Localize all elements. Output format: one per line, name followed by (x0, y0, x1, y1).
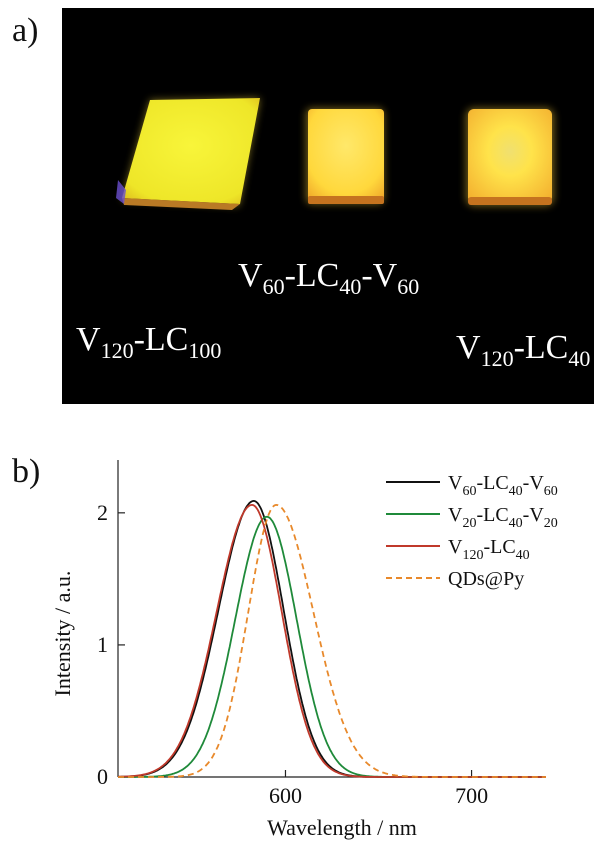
sample-edge-2 (308, 196, 384, 204)
series-line-1 (118, 499, 546, 778)
sample-edge-3 (468, 197, 552, 205)
y-tick-label: 2 (97, 500, 108, 525)
x-axis-label: Wavelength / nm (267, 815, 417, 840)
series-line-4 (118, 503, 546, 778)
sample-photo: V120-LC100 V60-LC40-V60 V120-LC40 (62, 8, 594, 404)
sample-label-2: V60-LC40-V60 (238, 257, 419, 299)
sample-chip-1 (122, 98, 260, 204)
chart-legend: V60-LC40-V60 V20-LC40-V20 V120-LC40 QDs@Py (386, 472, 558, 590)
chart-axes: 600 700 0 1 2 Wavelength / nm Intensity / a.u. (50, 460, 546, 840)
legend-label-1: V60-LC40-V60 (448, 472, 558, 499)
x-tick-label: 700 (455, 783, 488, 808)
y-axis-label: Intensity / a.u. (50, 571, 75, 697)
sample-label-3: V120-LC40 (456, 329, 590, 371)
sample-chip-2 (308, 109, 384, 201)
panel-b-label: b) (12, 453, 41, 490)
sample-edge-1 (122, 198, 240, 210)
series-line-3 (118, 503, 546, 778)
legend-label-3: V120-LC40 (448, 536, 530, 563)
y-tick-label: 0 (97, 764, 108, 789)
emission-spectra-chart: 600 700 0 1 2 Wavelength / nm Intensity / a.u.… (50, 460, 558, 840)
sample-chip-3 (468, 109, 552, 203)
chart-series-layer (118, 499, 546, 778)
x-tick-label: 600 (269, 783, 302, 808)
legend-label-4: QDs@Py (448, 568, 524, 590)
legend-label-2: V20-LC40-V20 (448, 504, 558, 531)
y-tick-label: 1 (97, 632, 108, 657)
sample-label-1: V120-LC100 (76, 321, 221, 363)
panel-a-label: a) (12, 12, 39, 49)
sample-edge-violet-1 (116, 180, 126, 204)
